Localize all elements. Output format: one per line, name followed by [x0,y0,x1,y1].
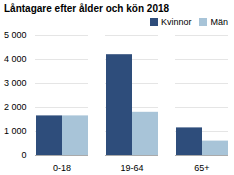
svg-text:0: 0 [21,150,26,160]
svg-text:0-18: 0-18 [53,163,71,173]
html-text:Män: Män [210,17,228,27]
svg-text:65+: 65+ [194,163,209,173]
svg-text:1 000: 1 000 [4,126,27,136]
svg-text:3 000: 3 000 [4,78,27,88]
svg-text:5 000: 5 000 [4,30,27,40]
svg-text:19-64: 19-64 [120,163,143,173]
svg-text:2 000: 2 000 [4,102,27,112]
html-text:Låntagare efter ålder och kön: Låntagare efter ålder och kön 2018 [4,3,170,14]
html-text:Kvinnor: Kvinnor [161,17,192,27]
svg-text:4 000: 4 000 [4,54,27,64]
